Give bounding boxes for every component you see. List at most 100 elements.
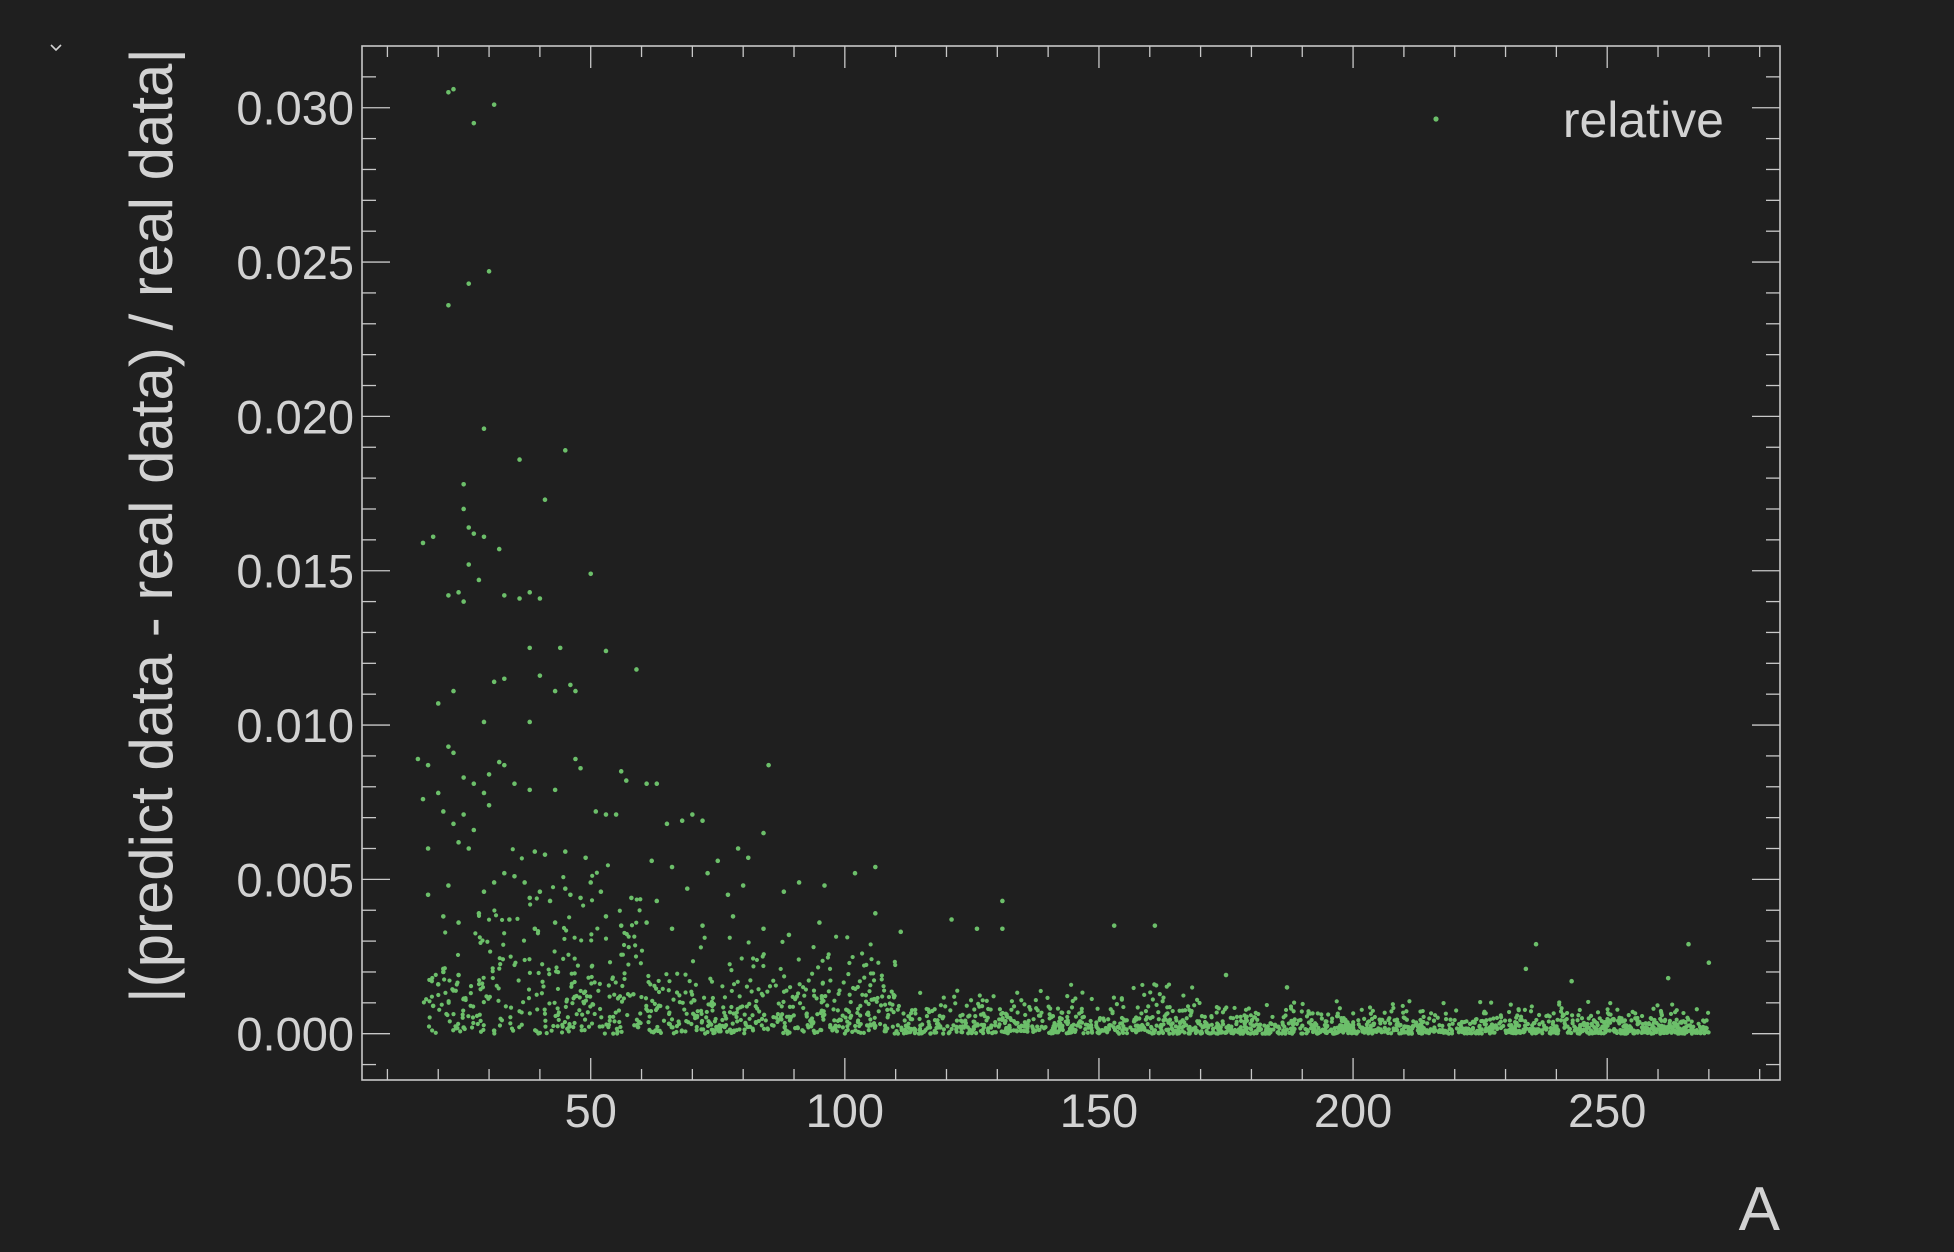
data-point (552, 949, 557, 954)
data-point (1402, 1024, 1407, 1029)
data-point (1382, 1025, 1387, 1030)
chevron-down-icon[interactable] (48, 40, 64, 56)
data-point (1578, 1028, 1583, 1033)
data-point (480, 985, 486, 990)
data-point (1622, 1023, 1627, 1028)
data-point (466, 562, 472, 567)
data-point (898, 929, 904, 935)
data-point (1341, 1015, 1346, 1021)
data-point (517, 596, 522, 601)
data-point (582, 1028, 587, 1033)
data-point (908, 1011, 914, 1016)
data-point (1523, 966, 1529, 972)
data-point (1477, 1023, 1482, 1028)
data-point (1197, 1000, 1202, 1006)
data-point (675, 971, 680, 976)
data-point (1289, 1018, 1294, 1023)
data-point (556, 1017, 561, 1023)
data-point (868, 1022, 873, 1027)
data-point (1351, 1022, 1356, 1028)
data-point (1339, 1028, 1344, 1033)
data-point (876, 1009, 881, 1014)
data-point (1494, 1015, 1500, 1020)
data-point (1047, 1012, 1052, 1017)
data-point (611, 1031, 616, 1036)
data-point (818, 1027, 823, 1032)
data-point (446, 593, 451, 598)
data-point (1254, 1031, 1259, 1036)
data-point (453, 1026, 459, 1031)
legend-marker (1433, 116, 1439, 122)
data-point (502, 931, 507, 936)
data-point (481, 426, 487, 432)
data-point (858, 1021, 863, 1027)
data-point (1199, 1031, 1204, 1036)
data-point (822, 883, 827, 888)
data-point (980, 1027, 985, 1033)
data-point (1305, 1027, 1310, 1033)
data-point (686, 1020, 691, 1025)
data-point (837, 988, 842, 993)
data-point (1508, 1002, 1513, 1007)
data-point (1478, 1000, 1483, 1005)
data-point (1683, 1020, 1688, 1025)
data-point (1323, 1029, 1328, 1034)
data-point (1083, 1027, 1088, 1032)
data-point (882, 1029, 887, 1034)
data-point (811, 945, 816, 950)
data-point (461, 506, 466, 512)
data-point (508, 1015, 513, 1020)
data-point (1170, 1008, 1175, 1014)
data-point (875, 995, 880, 1001)
data-point (683, 990, 688, 995)
data-point (1409, 1029, 1414, 1035)
data-point (823, 994, 828, 999)
data-point (1570, 1013, 1575, 1018)
data-point (704, 1009, 709, 1015)
data-point (633, 943, 638, 948)
data-point (949, 1026, 954, 1032)
data-point (739, 956, 744, 961)
data-point (1443, 1011, 1448, 1016)
data-point (960, 1012, 965, 1017)
data-point (481, 719, 487, 725)
data-point (935, 1018, 940, 1023)
data-point (569, 984, 574, 989)
data-point (738, 1017, 743, 1023)
data-point (1073, 1014, 1079, 1019)
data-point (588, 994, 593, 999)
data-point (1319, 1016, 1324, 1021)
data-point (580, 1012, 585, 1017)
data-point (1030, 1024, 1035, 1029)
data-point (895, 1031, 901, 1036)
data-point (446, 744, 451, 749)
data-point (436, 992, 441, 998)
data-point (984, 998, 989, 1003)
data-point (735, 1019, 740, 1024)
data-point (724, 1016, 729, 1021)
data-point (712, 1019, 717, 1024)
data-point (643, 996, 649, 1001)
data-point (615, 1029, 620, 1034)
data-point (1287, 1030, 1292, 1036)
data-point (778, 1014, 783, 1020)
data-point (1270, 1014, 1275, 1020)
data-point (456, 590, 461, 595)
data-point (1291, 1009, 1296, 1014)
data-point (593, 809, 599, 814)
data-point (899, 1028, 904, 1033)
data-point (882, 1002, 888, 1007)
data-point (963, 1021, 968, 1026)
data-point (1223, 1030, 1228, 1035)
data-point (1614, 1030, 1620, 1035)
data-point (1001, 1029, 1006, 1034)
data-point (871, 971, 876, 976)
data-point (981, 1031, 986, 1036)
data-point (1697, 1024, 1703, 1030)
data-point (470, 1015, 476, 1020)
data-point (420, 540, 426, 546)
data-point (1641, 1029, 1646, 1034)
data-point (1323, 1025, 1329, 1030)
data-point (476, 577, 482, 583)
data-point (562, 936, 567, 942)
